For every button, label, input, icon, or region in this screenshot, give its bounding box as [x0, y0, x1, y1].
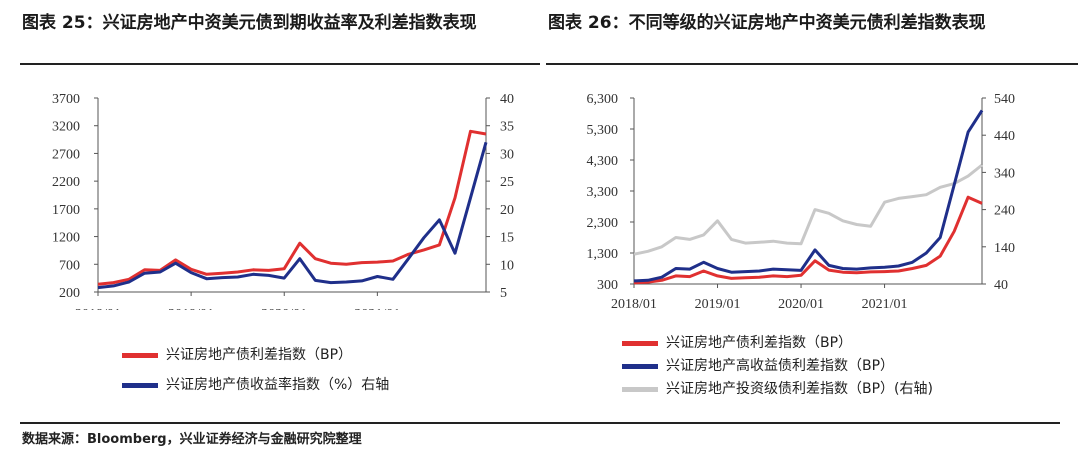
y-right-tick-label: 15 [500, 231, 514, 246]
right-legend-label-hy: 兴证房地产高收益债利差指数（BP） [666, 358, 895, 374]
y-left-tick-label: 1700 [52, 203, 80, 218]
y-left-tick-label: 2,300 [587, 216, 619, 231]
x-tick-label: 2019/01 [168, 307, 214, 310]
left-legend-swatch-red [122, 353, 158, 358]
y-left-tick-label: 4,300 [587, 154, 619, 169]
left-legend-label-spread: 兴证房地产债利差指数（BP） [166, 347, 353, 363]
y-right-tick-label: 40 [500, 92, 514, 107]
y-left-tick-label: 3,300 [587, 185, 619, 200]
y-right-tick-label: 25 [500, 175, 514, 190]
x-tick-label: 2018/01 [611, 297, 657, 310]
left-title-rule [20, 63, 540, 65]
right-panel: 图表 26：不同等级的兴证房地产中资美元债利差指数表现 300 1,300 2,30… [546, 0, 1080, 422]
y-left-tick-label: 1200 [52, 231, 80, 246]
y-left-tick-label: 700 [59, 258, 80, 273]
y-left-tick-label: 2700 [52, 147, 80, 162]
y-right-tick-label: 10 [500, 258, 514, 273]
right-legend-swatch-grey [622, 387, 658, 392]
x-tick-label: 2019/01 [695, 297, 741, 310]
y-left-tick-label: 200 [59, 286, 80, 301]
y-left-tick-label: 5,300 [587, 123, 619, 138]
y-right-tick-label: 140 [994, 241, 1015, 256]
left-legend-label-yield: 兴证房地产债收益率指数（%）右轴 [166, 377, 390, 393]
series-line-2 [633, 163, 983, 256]
y-left-tick-label: 6,300 [587, 92, 619, 107]
right-chart: 300 1,300 2,300 3,300 4,300 5,300 6,300 40 140 24… [587, 92, 1016, 310]
y-right-tick-label: 440 [994, 129, 1015, 144]
y-right-tick-label: 540 [994, 92, 1015, 107]
series-line-1 [633, 109, 984, 283]
y-right-tick-label: 20 [500, 203, 514, 218]
right-legend-label-spread: 兴证房地产债利差指数（BP） [666, 335, 853, 351]
y-left-tick-label: 2200 [52, 175, 80, 190]
x-tick-label: 2020/01 [261, 307, 307, 310]
series-line-0 [97, 129, 487, 286]
right-legend-swatch-red [622, 341, 658, 346]
left-panel: 图表 25：兴证房地产中资美元债到期收益率及利差指数表现 200 700 1200 1… [0, 0, 540, 422]
y-right-tick-label: 5 [500, 286, 507, 301]
y-left-tick-label: 300 [597, 278, 618, 293]
series-line-0 [633, 195, 983, 285]
right-figure-title: 图表 26：不同等级的兴证房地产中资美元债利差指数表现 [548, 13, 986, 33]
y-right-tick-label: 340 [994, 166, 1015, 181]
y-right-tick-label: 30 [500, 147, 514, 162]
series-line-1 [97, 141, 488, 290]
source-rule [20, 422, 1060, 424]
x-tick-label: 2018/01 [75, 307, 121, 310]
y-left-tick-label: 3200 [52, 120, 80, 135]
y-right-tick-label: 40 [994, 278, 1008, 293]
left-chart: 200 700 1200 1700 2200 2700 3200 3700 5 10 15 20 25 3… [52, 92, 514, 310]
y-left-tick-label: 1,300 [587, 247, 619, 262]
x-tick-label: 2021/01 [354, 307, 400, 310]
y-left-tick-label: 3700 [52, 92, 80, 107]
right-title-rule [546, 63, 1078, 65]
x-tick-label: 2021/01 [862, 297, 908, 310]
right-legend-label-ig: 兴证房地产投资级债利差指数（BP）(右轴) [666, 381, 933, 397]
y-right-tick-label: 240 [994, 204, 1015, 219]
source-note: 数据来源：Bloomberg，兴业证券经济与金融研究院整理 [22, 432, 362, 447]
left-legend-swatch-blue [122, 383, 158, 388]
left-figure-title: 图表 25：兴证房地产中资美元债到期收益率及利差指数表现 [22, 13, 477, 33]
right-legend-swatch-blue [622, 364, 658, 369]
x-tick-label: 2020/01 [778, 297, 824, 310]
y-right-tick-label: 35 [500, 120, 514, 135]
